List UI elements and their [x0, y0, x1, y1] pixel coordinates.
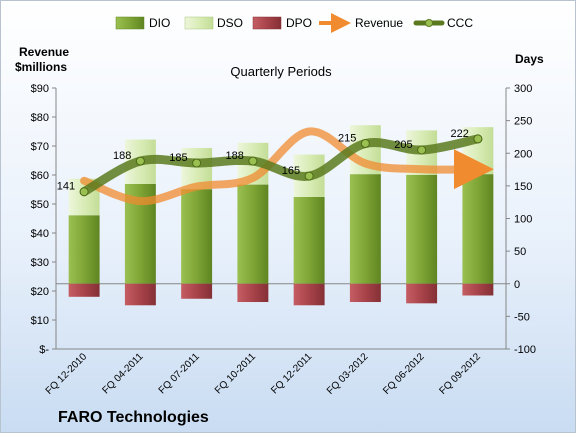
category-label: FQ 07-2011 [157, 351, 202, 396]
ccc-data-label: 205 [394, 139, 412, 151]
left-axis-title-line1: Revenue [19, 45, 69, 59]
left-tick-label: $80 [31, 112, 49, 124]
category-label: FQ 12-2011 [269, 351, 314, 396]
right-tick-label: 250 [514, 116, 532, 128]
ccc-data-label: 165 [282, 165, 300, 177]
bar-dpo [68, 283, 100, 297]
ccc-point [360, 138, 370, 148]
bar-dpo [293, 283, 325, 306]
bar-dio [349, 174, 381, 284]
ccc-data-label: 188 [226, 150, 244, 162]
left-tick-label: $10 [31, 315, 49, 327]
legend-item-ccc: CCC [413, 16, 473, 30]
category-label: FQ 10-2011 [213, 351, 258, 396]
bar-dpo [237, 283, 269, 303]
right-tick-label: 300 [514, 83, 532, 95]
ccc-data-label: 141 [57, 181, 75, 193]
bar-dio [181, 189, 213, 284]
legend-label-dso: DSO [217, 16, 243, 30]
legend-label-ccc: CCC [447, 16, 473, 30]
legend-label-dpo: DPO [286, 16, 312, 30]
left-tick-label: $90 [31, 83, 49, 95]
bar-dpo [349, 283, 381, 303]
category-label: FQ 06-2012 [381, 351, 427, 397]
left-tick-label: $40 [31, 228, 49, 240]
right-tick-label: 150 [514, 181, 532, 193]
bar-dpo [406, 283, 438, 304]
right-tick-label: -50 [514, 311, 530, 323]
legend-label-dio: DIO [149, 16, 170, 30]
ccc-point [192, 158, 202, 168]
ccc-point [304, 171, 314, 181]
bar-dio [406, 174, 438, 284]
bar-dio [462, 174, 494, 284]
legend-item-revenue: Revenue [319, 13, 403, 33]
left-tick-label: $30 [31, 257, 49, 269]
left-tick-label: $60 [31, 170, 49, 182]
right-tick-label: 200 [514, 148, 532, 160]
category-label: FQ 12-2010 [44, 351, 90, 397]
left-tick-label: $50 [31, 199, 49, 211]
ccc-data-label: 222 [451, 128, 469, 140]
plot-area: $- $10 $20 $30 $40 $50 $60 $70 $80 $90 -100 -50 0 50 1… [31, 83, 536, 397]
left-axis-title-line2: $millions [15, 60, 67, 74]
bar-dpo [462, 283, 494, 296]
bar-dpo [124, 283, 156, 306]
bar-dio [237, 184, 269, 284]
company-name: FARO Technologies [58, 409, 209, 426]
ccc-data-label: 188 [113, 150, 131, 162]
right-tick-label: 50 [514, 246, 526, 258]
legend-item-dso: DSO [184, 16, 243, 30]
ccc-point [135, 156, 145, 166]
category-label: FQ 09-2012 [437, 351, 483, 397]
ccc-point [248, 156, 258, 166]
bar-dio [293, 196, 325, 284]
left-tick-label: $- [39, 344, 49, 356]
right-axis-title: Days [515, 52, 544, 66]
right-tick-label: -100 [514, 344, 536, 356]
bar-dpo [181, 283, 213, 299]
ccc-data-label: 215 [338, 132, 356, 144]
ccc-point [473, 134, 483, 144]
category-label: FQ 03-2012 [325, 351, 371, 397]
revenue-line [80, 127, 494, 206]
ccc-point [417, 145, 427, 155]
right-tick-label: 0 [514, 279, 520, 291]
chart-title: Quarterly Periods [230, 64, 332, 79]
legend: DIO DSO DPO Revenue CCC [115, 13, 473, 33]
legend-label-revenue: Revenue [355, 16, 403, 30]
bar-dio [68, 215, 100, 284]
right-tick-label: 100 [514, 214, 532, 226]
left-tick-label: $70 [31, 141, 49, 153]
legend-item-dio: DIO [115, 16, 170, 30]
ccc-point [79, 187, 89, 197]
legend-item-dpo: DPO [252, 16, 312, 30]
left-tick-label: $20 [31, 286, 49, 298]
ccc-data-label: 185 [169, 152, 187, 164]
category-label: FQ 04-2011 [101, 351, 146, 396]
